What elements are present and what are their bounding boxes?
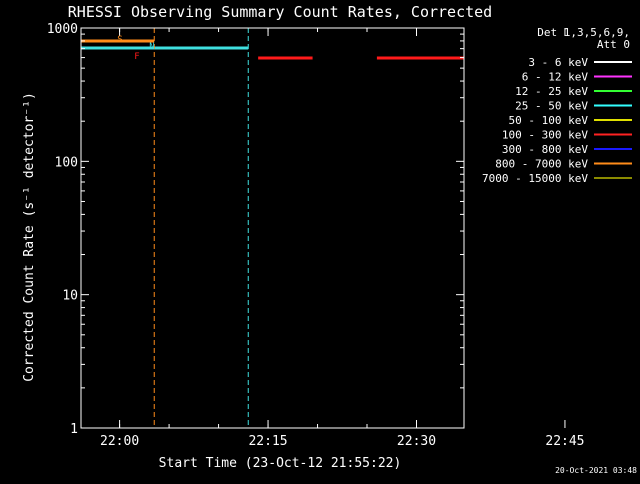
legend-entry-label: 3 - 6 keV: [528, 56, 588, 69]
legend-entry-label: 50 - 100 keV: [509, 114, 589, 127]
y-tick-label: 1000: [47, 22, 78, 37]
legend-entry-label: 12 - 25 keV: [515, 85, 588, 98]
chart-title: RHESSI Observing Summary Count Rates, Co…: [68, 3, 492, 21]
legend-entry-label: 7000 - 15000 keV: [482, 172, 588, 185]
night-flag-label: N: [149, 42, 154, 52]
saa-flag-label: S: [117, 35, 122, 45]
timestamp-label: 20-Oct-2021 03:48: [555, 466, 637, 475]
legend-entry-label: 25 - 50 keV: [515, 100, 588, 113]
x-tick-label: 22:15: [248, 434, 287, 449]
y-tick-label: 1: [70, 422, 78, 437]
plot-frame: [80, 27, 465, 429]
x-tick-label: 22:00: [100, 434, 139, 449]
x-axis-label: Start Time (23-Oct-12 21:55:22): [159, 456, 402, 471]
legend-entry-label: 100 - 300 keV: [502, 129, 588, 142]
y-tick-label: 10: [62, 289, 78, 304]
flare-flag-label: F: [134, 52, 139, 62]
legend-title: Det 1,3,5,6,9,: [537, 26, 630, 39]
legend-entry-label: 300 - 800 keV: [502, 143, 588, 156]
x-tick-label: 22:45: [545, 434, 584, 449]
legend-title: Att 0: [597, 38, 630, 51]
legend-entry-label: 6 - 12 keV: [522, 71, 589, 84]
legend-entry-label: 800 - 7000 keV: [495, 158, 588, 171]
y-axis-label: Corrected Count Rate (s⁻¹ detector⁻¹): [22, 92, 37, 382]
y-tick-label: 100: [55, 155, 78, 170]
x-tick-label: 22:30: [397, 434, 436, 449]
